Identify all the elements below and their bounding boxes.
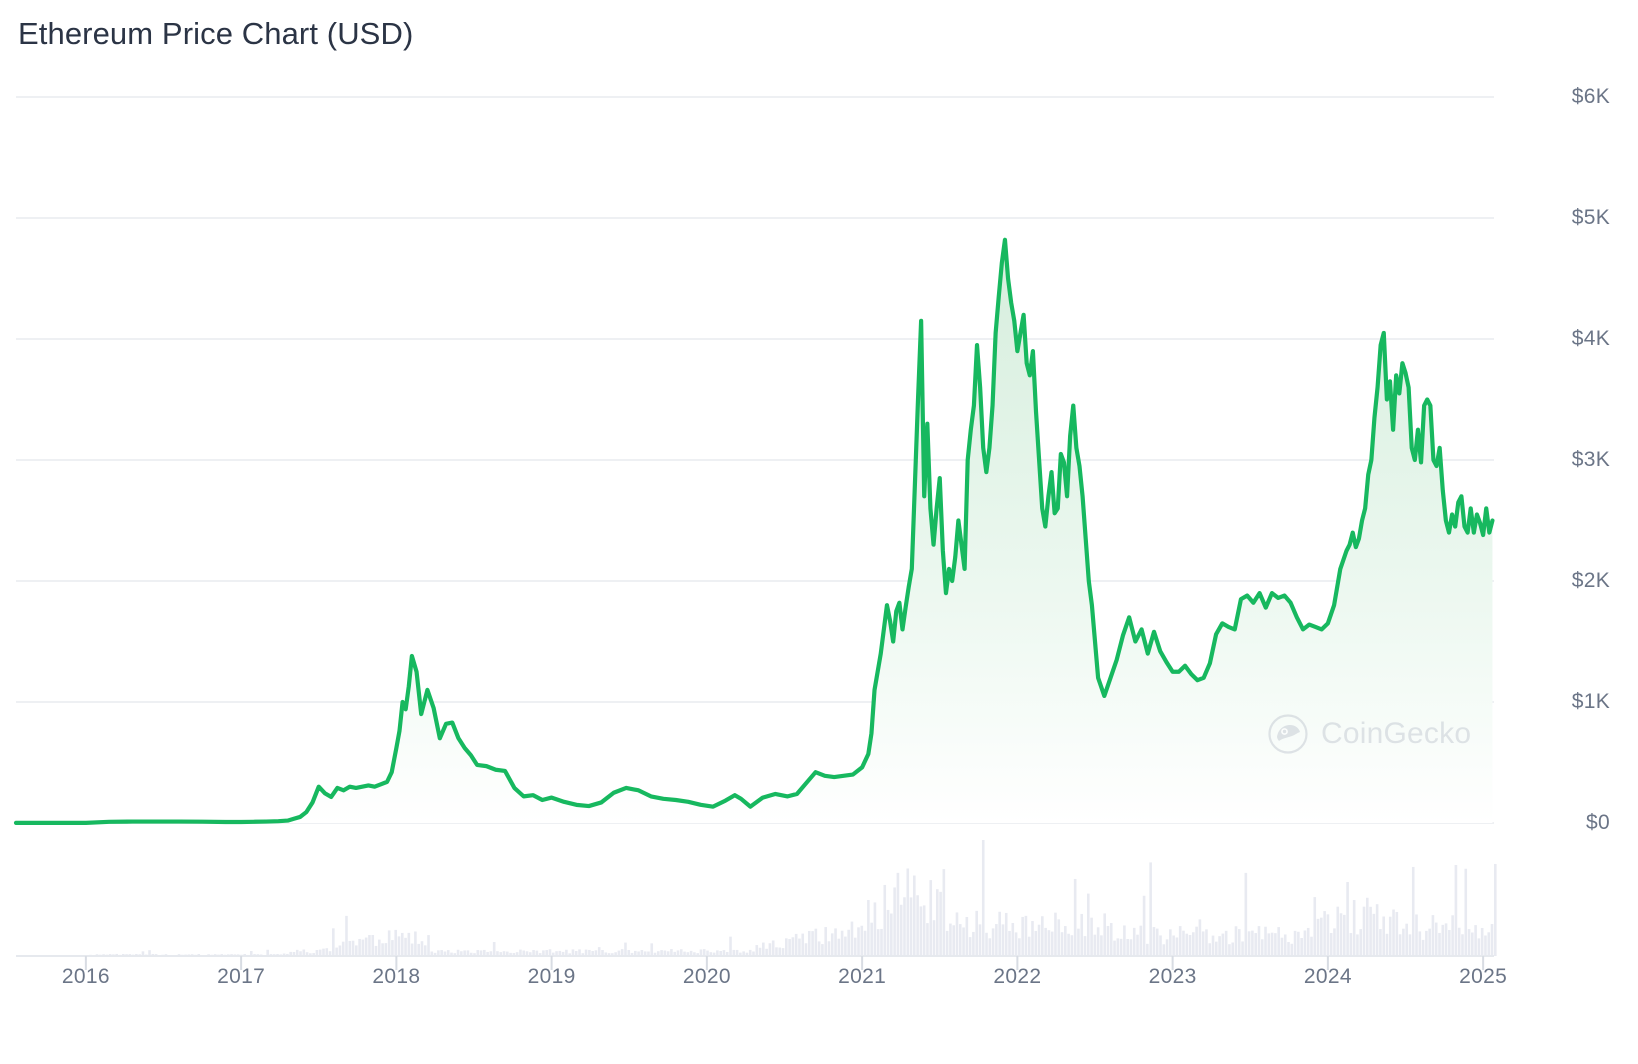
price-line xyxy=(13,237,1495,825)
volume-bars xyxy=(85,840,1497,956)
price-area-fill xyxy=(16,239,1493,823)
x-axis-ticks xyxy=(84,956,1485,970)
page-title: Ethereum Price Chart (USD) xyxy=(18,16,414,51)
